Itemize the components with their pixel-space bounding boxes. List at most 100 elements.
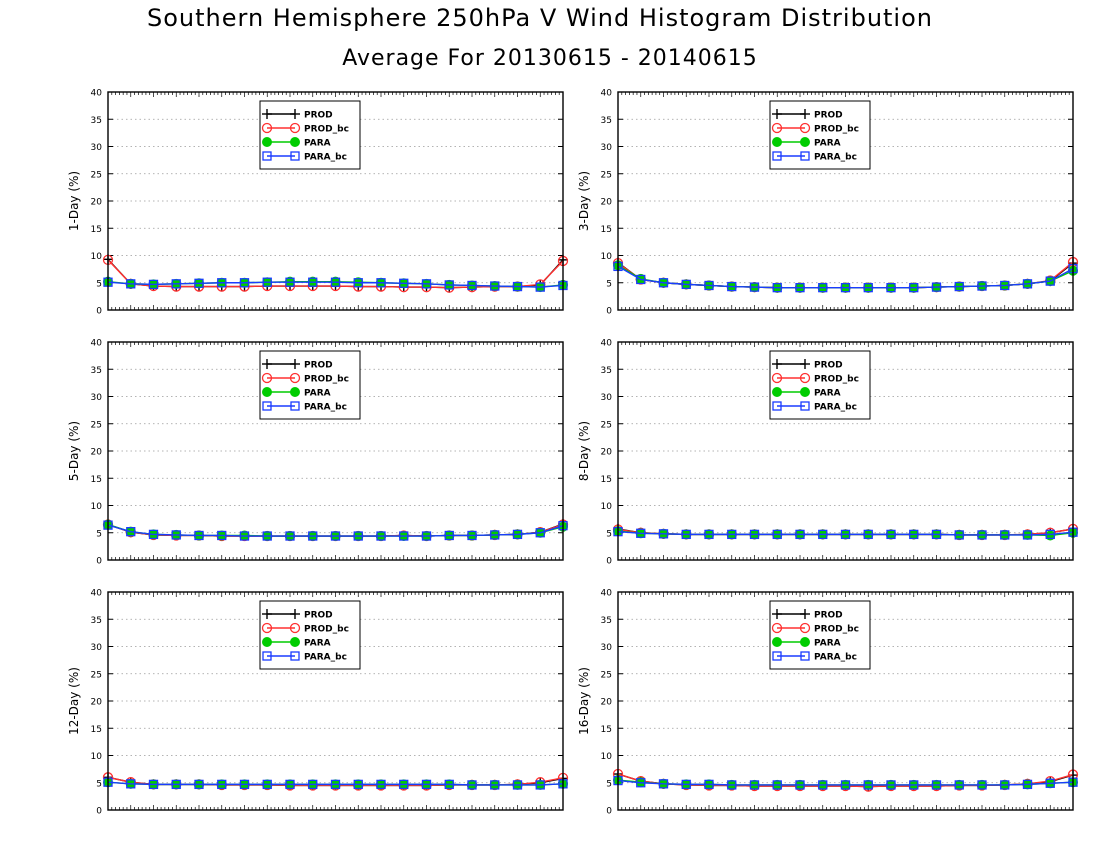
legend-label-para: PARA: [814, 639, 841, 649]
data-point-para-bc: [681, 529, 691, 540]
y-tick-label: 25: [601, 420, 612, 430]
legend: PROD PROD_bc PARA PARA_bc: [259, 100, 361, 170]
y-tick-label: 20: [601, 448, 613, 458]
data-point-para-bc: [818, 529, 828, 540]
data-point-para-bc: [772, 283, 782, 293]
data-point-para-bc: [1000, 530, 1010, 540]
y-tick-label: 25: [91, 420, 102, 430]
legend-label-prod-bc: PROD_bc: [304, 375, 349, 385]
data-point-para-bc: [262, 277, 272, 287]
y-tick-label: 25: [91, 170, 102, 180]
panel-3-day: 0 5 10 15 20 25 30 35 40 3-Day (%) PROD PROD_bc PARA…: [577, 89, 1079, 317]
series-line-para-bc: [107, 524, 564, 537]
y-tick-label: 5: [96, 529, 102, 539]
legend-box: [259, 600, 361, 670]
panel-8-day: 0 5 10 15 20 25 30 35 40 8-Day (%) PROD PROD_bc PARA…: [577, 339, 1079, 567]
y-tick-label: 40: [601, 339, 613, 349]
data-point-para-bc: [217, 278, 227, 288]
legend-marker-para-bc: [262, 651, 272, 661]
data-point-para-bc: [658, 278, 669, 288]
data-point-para-bc: [217, 779, 227, 790]
data-point-para-bc: [931, 529, 942, 540]
legend-label-prod: PROD: [304, 111, 333, 121]
data-point-para-bc: [1000, 780, 1010, 790]
legend-label-para-bc: PARA_bc: [814, 153, 857, 163]
y-tick-label: 10: [91, 752, 103, 762]
legend-marker-prod-bc: [261, 622, 273, 634]
legend-marker-para: [800, 137, 810, 147]
legend-marker-para: [800, 637, 810, 647]
legend-marker-prod-bc: [771, 622, 783, 634]
y-tick-label: 15: [91, 725, 102, 735]
data-point-para-bc: [931, 780, 942, 790]
y-tick-label: 10: [601, 752, 613, 762]
data-point-para-bc: [1045, 778, 1055, 788]
y-tick-label: 20: [91, 448, 103, 458]
legend-marker-prod-bc: [799, 122, 811, 134]
legend-marker-para-bc: [262, 401, 272, 411]
legend: PROD PROD_bc PARA PARA_bc: [259, 600, 361, 670]
legend-marker-prod-bc: [799, 622, 811, 634]
legend-marker-para-bc: [800, 651, 810, 661]
legend-box: [769, 100, 871, 170]
y-tick-label: 15: [601, 225, 612, 235]
series-line-para-bc: [617, 530, 1074, 536]
data-point-para-bc: [772, 780, 782, 790]
y-tick-label: 5: [96, 279, 102, 289]
legend-label-para: PARA: [304, 139, 331, 149]
y-tick-label: 15: [601, 725, 612, 735]
data-point-para-bc: [1022, 279, 1033, 289]
data-point-para-bc: [353, 278, 363, 288]
data-point-para-bc: [863, 529, 873, 540]
legend-marker-para-bc: [800, 151, 810, 161]
data-point-para-bc: [194, 278, 204, 288]
data-point-para-bc: [886, 529, 896, 540]
legend-label-para: PARA: [814, 389, 841, 399]
data-point-para-bc: [636, 528, 646, 538]
data-point-para-bc: [467, 780, 477, 790]
data-point-para-bc: [1000, 280, 1010, 291]
plot-frame: [107, 341, 564, 561]
series-para-bc: [103, 520, 568, 541]
data-point-para-bc: [171, 779, 181, 790]
data-point-para-bc: [840, 529, 851, 540]
data-point-para-bc: [681, 779, 691, 790]
data-point-para-bc: [1022, 779, 1033, 790]
legend-box: [259, 350, 361, 420]
data-point-para-bc: [490, 530, 500, 540]
data-point-para-bc: [194, 779, 204, 790]
data-point-para-bc: [636, 778, 646, 788]
data-point-para-bc: [863, 283, 873, 293]
data-point-para-bc: [444, 530, 454, 541]
series-para-bc: [103, 277, 568, 292]
data-point-para-bc: [795, 283, 805, 293]
data-point-para-bc: [749, 529, 760, 540]
data-point-para-bc: [285, 531, 295, 541]
legend-marker-para-bc: [772, 651, 782, 661]
data-point-para-bc: [727, 780, 737, 790]
data-point-para-bc: [217, 530, 227, 541]
y-tick-label: 10: [91, 502, 103, 512]
y-tick-label: 25: [91, 670, 102, 680]
plot-frame: [107, 591, 564, 811]
y-tick-label: 20: [601, 698, 613, 708]
data-point-para-bc: [749, 282, 760, 292]
plot-frame: [617, 341, 1074, 561]
y-axis-label: 5-Day (%): [67, 421, 81, 481]
y-tick-label: 0: [606, 307, 612, 317]
series-para-bc: [613, 775, 1078, 790]
data-point-para-bc: [194, 530, 204, 541]
series-line-para-bc: [617, 779, 1074, 786]
legend-marker-para-bc: [262, 151, 272, 161]
data-point-para-bc: [772, 529, 782, 540]
data-point-para-bc: [126, 779, 136, 789]
y-tick-label: 30: [91, 143, 103, 153]
y-tick-label: 30: [601, 143, 613, 153]
legend-marker-prod-bc: [289, 122, 301, 134]
data-point-para-bc: [330, 531, 341, 541]
data-point-para-bc: [399, 779, 409, 790]
legend-label-prod: PROD: [304, 361, 333, 371]
plot-frame: [617, 91, 1074, 311]
y-tick-label: 40: [91, 589, 103, 599]
data-point-para-bc: [795, 780, 805, 790]
